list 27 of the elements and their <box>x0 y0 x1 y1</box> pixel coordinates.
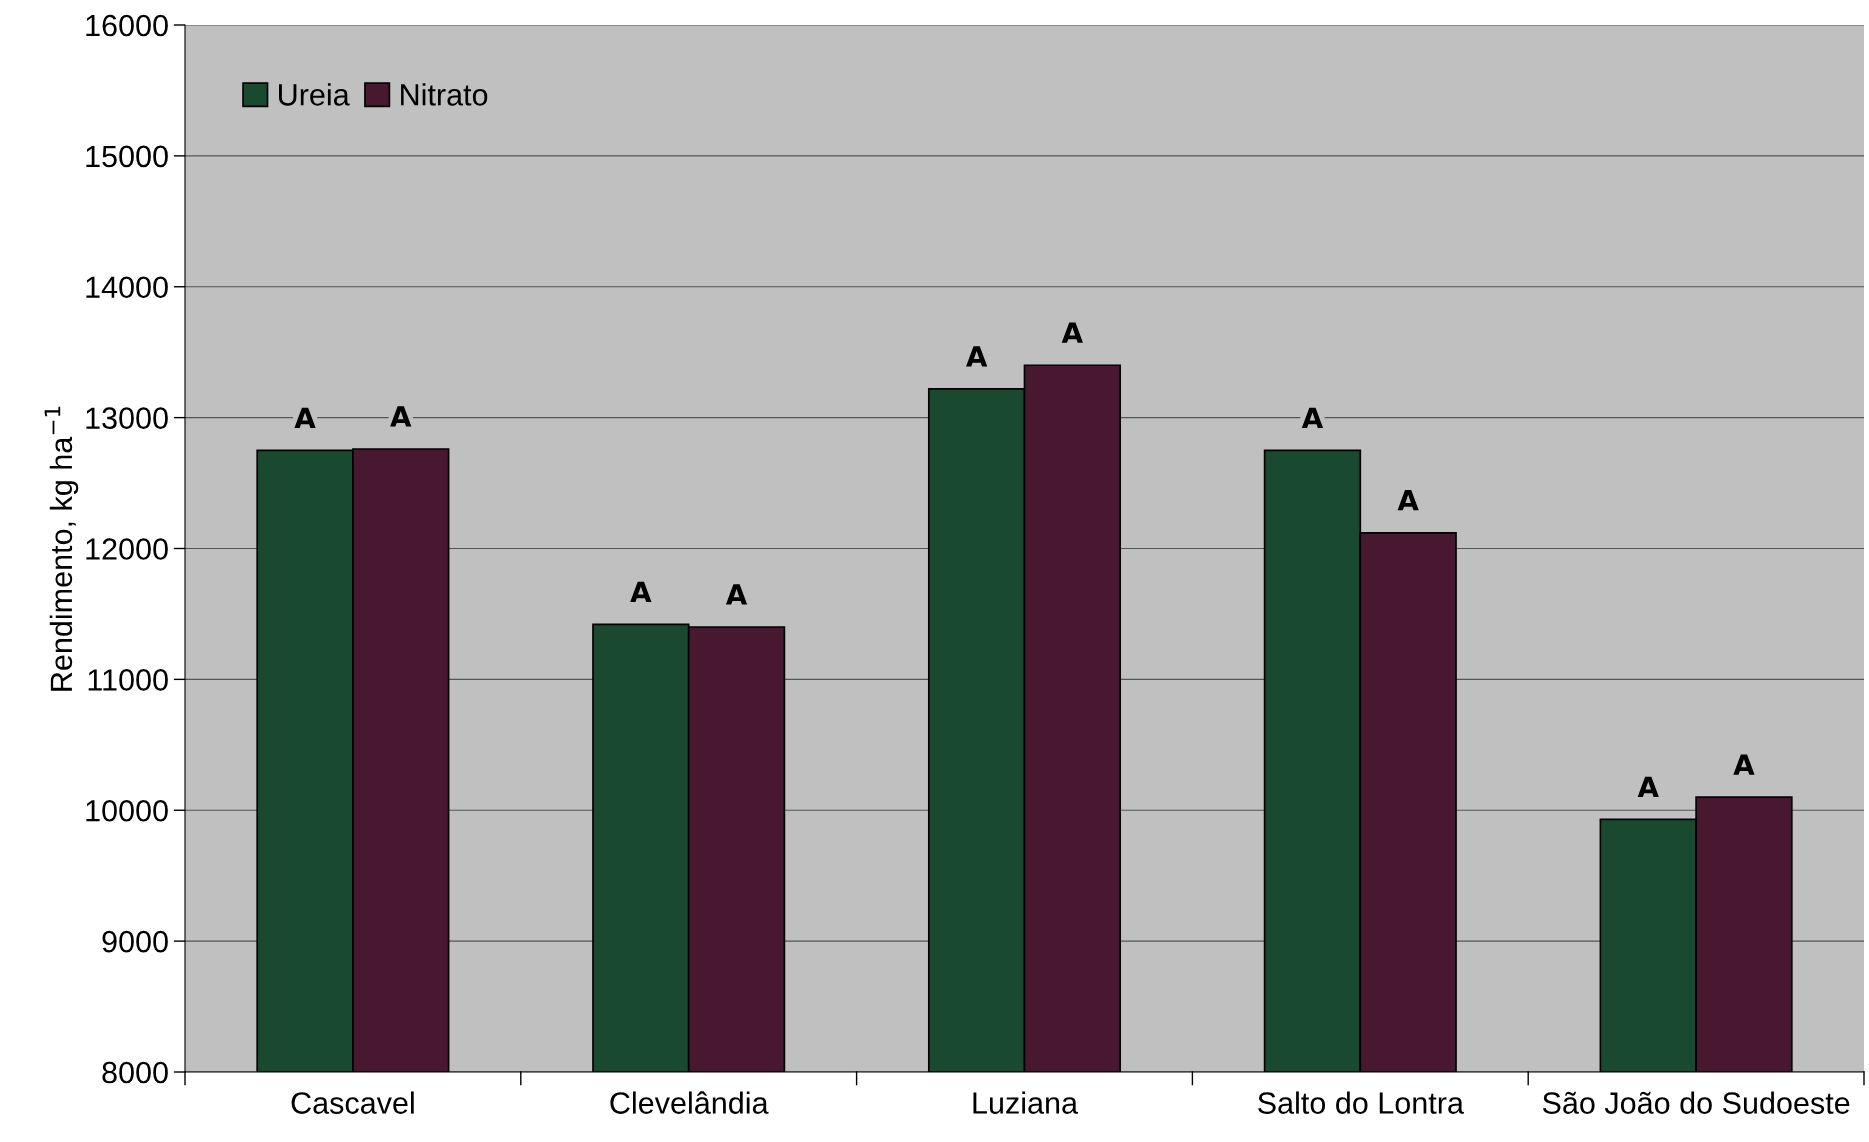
data-label: A <box>630 581 652 602</box>
data-label: A <box>1637 776 1659 797</box>
data-label: A <box>725 584 748 605</box>
data-label: A <box>1061 322 1083 343</box>
y-axis-title: Rendimento, kg ha$^{−1}$ <box>44 406 79 691</box>
y-tick-label: 16000 <box>86 14 168 37</box>
y-tick-label: 12000 <box>86 538 168 560</box>
y-tick-label: 11000 <box>88 669 168 691</box>
x-tick-label: Cascavel <box>291 1091 414 1114</box>
y-tick-label: 15000 <box>86 145 168 168</box>
y-tick-label: 14000 <box>86 276 168 299</box>
y-tick-label: 9000 <box>102 930 168 953</box>
data-label: A <box>390 406 412 427</box>
x-tick-label: Luziana <box>973 1091 1079 1114</box>
data-label: A <box>1397 490 1419 511</box>
data-label: A <box>1301 407 1324 428</box>
y-tick-label: 13000 <box>86 407 168 429</box>
data-label: A <box>966 346 988 367</box>
data-label: A <box>294 407 316 428</box>
legend-label: Nitrato <box>401 83 488 106</box>
legend-label: Ureia <box>279 83 350 106</box>
x-tick-label: Salto do Lontra <box>1258 1091 1464 1114</box>
y-tick-label: 8000 <box>102 1061 168 1084</box>
data-label: A <box>1733 754 1755 775</box>
x-tick-label: Clevelândia <box>610 1091 769 1114</box>
y-tick-label: 10000 <box>86 799 168 822</box>
x-tick-label: São João do Sudoeste <box>1542 1091 1850 1114</box>
